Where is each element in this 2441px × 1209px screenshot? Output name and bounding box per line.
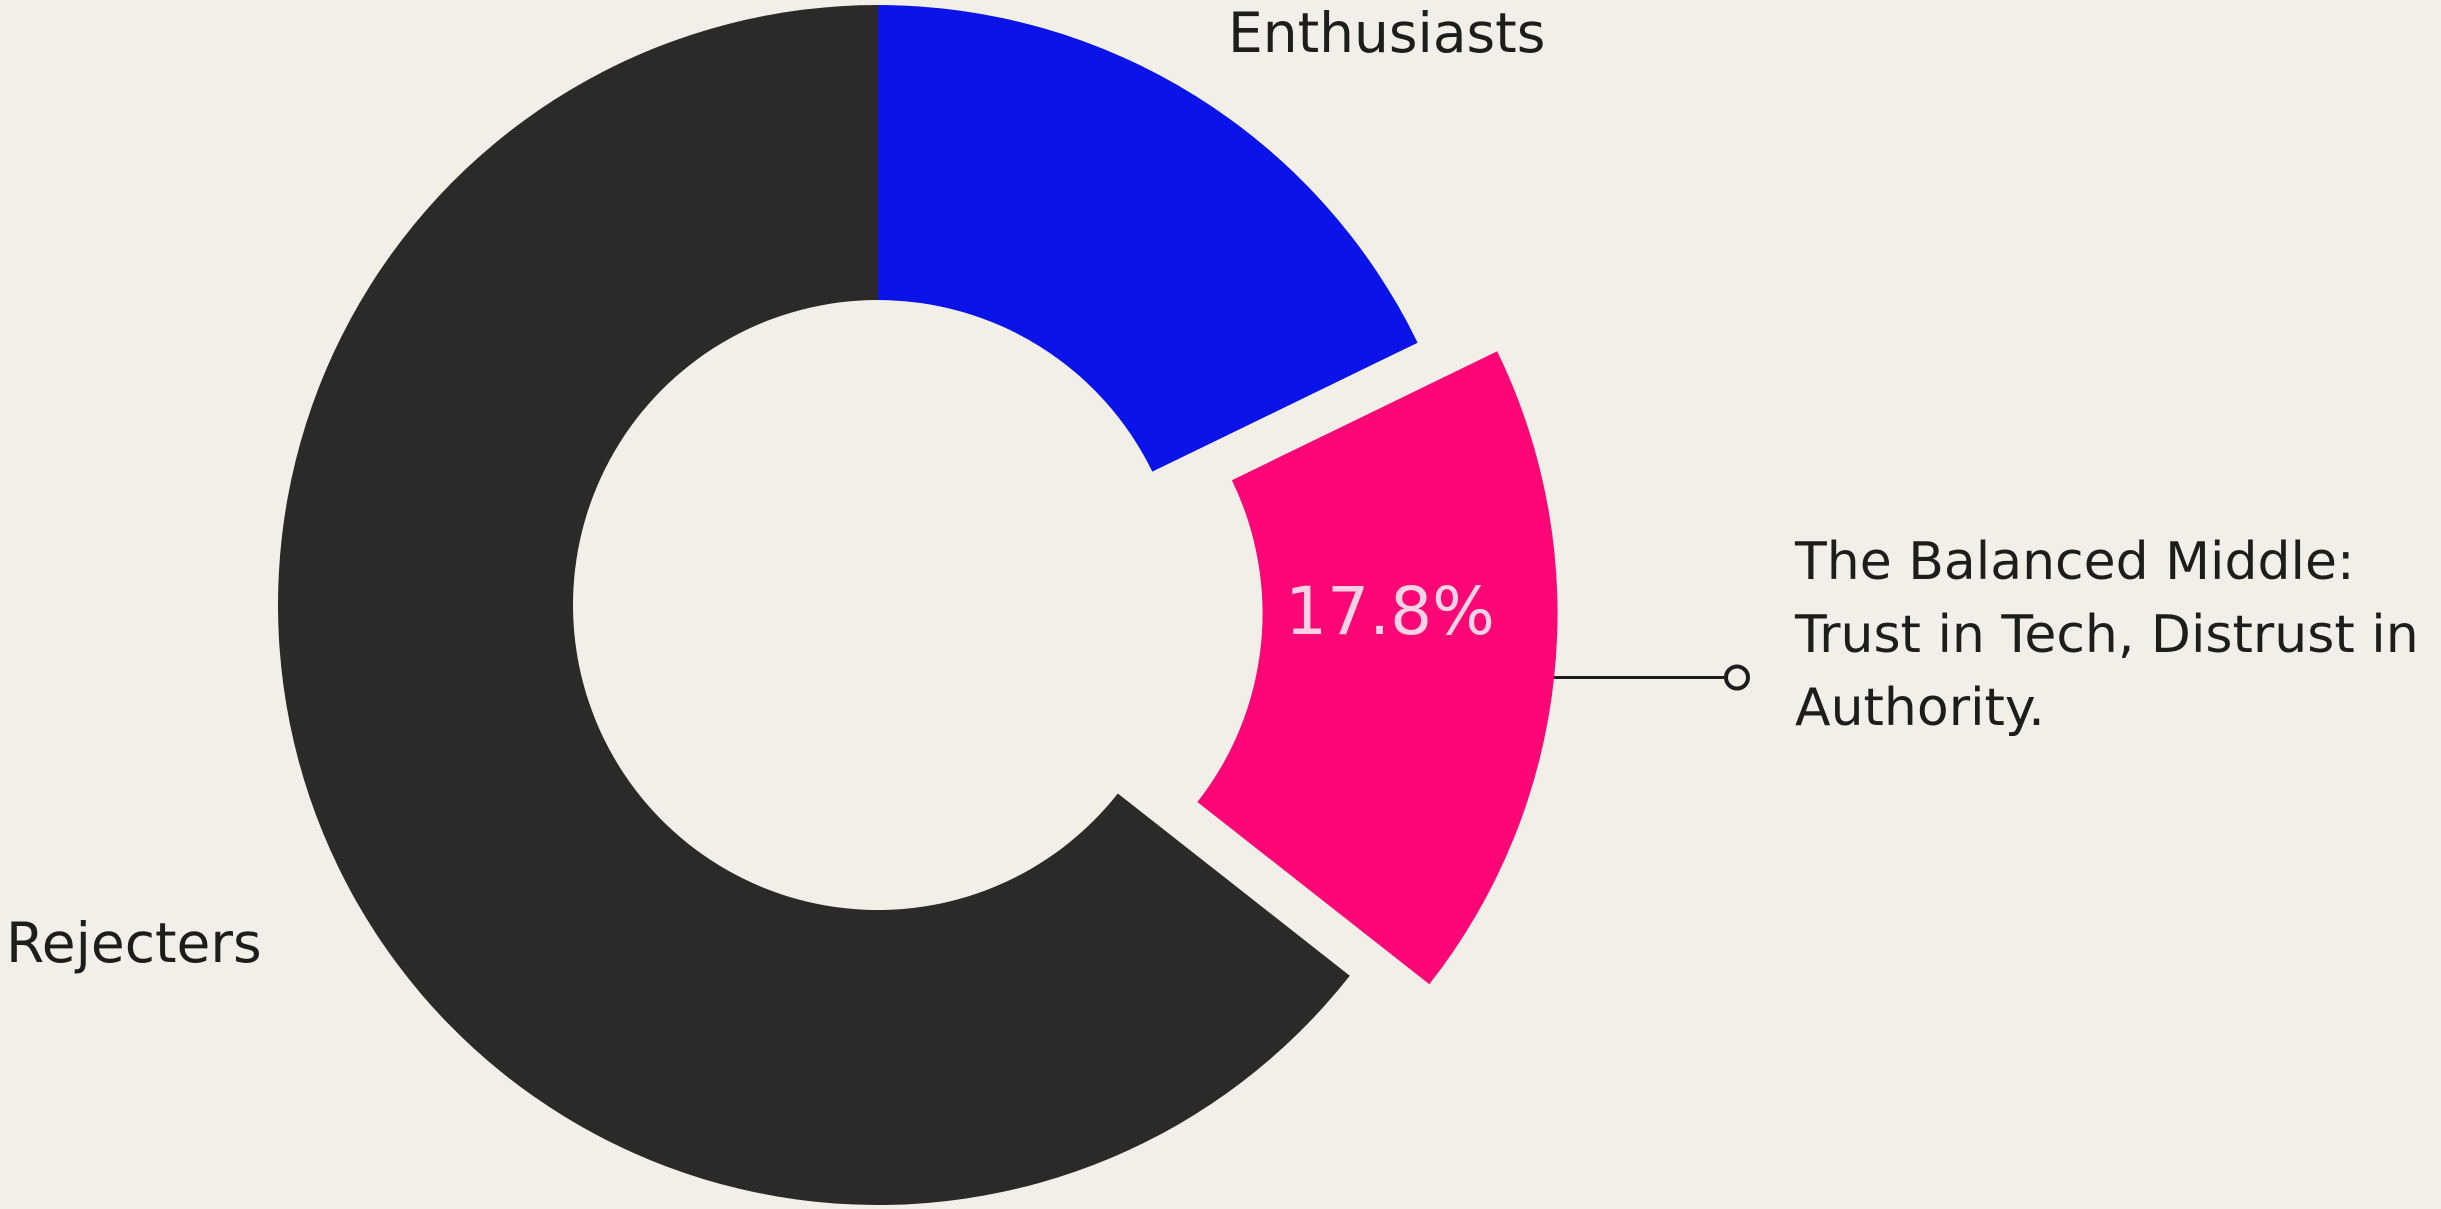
annotation-balanced-middle: The Balanced Middle: Trust in Tech, Dist… (1795, 526, 2419, 745)
annotation-line-1: The Balanced Middle: (1795, 532, 2355, 592)
label-enthusiasts: Enthusiasts (1228, 1, 1545, 65)
slices-layer (278, 5, 1558, 1206)
leader-end-marker (1724, 664, 1750, 691)
annotation-leader (1554, 664, 1750, 691)
annotation-line-2: Trust in Tech, Distrust in (1795, 605, 2419, 665)
data-label-balanced-middle: 17.8% (1285, 573, 1495, 650)
label-rejecters: Rejecters (6, 911, 262, 975)
slice-the-balanced-middle (1197, 351, 1558, 985)
slice-rejecters (278, 5, 1350, 1206)
annotation-line-3: Authority. (1795, 678, 2045, 738)
slice-enthusiasts (878, 5, 1418, 472)
